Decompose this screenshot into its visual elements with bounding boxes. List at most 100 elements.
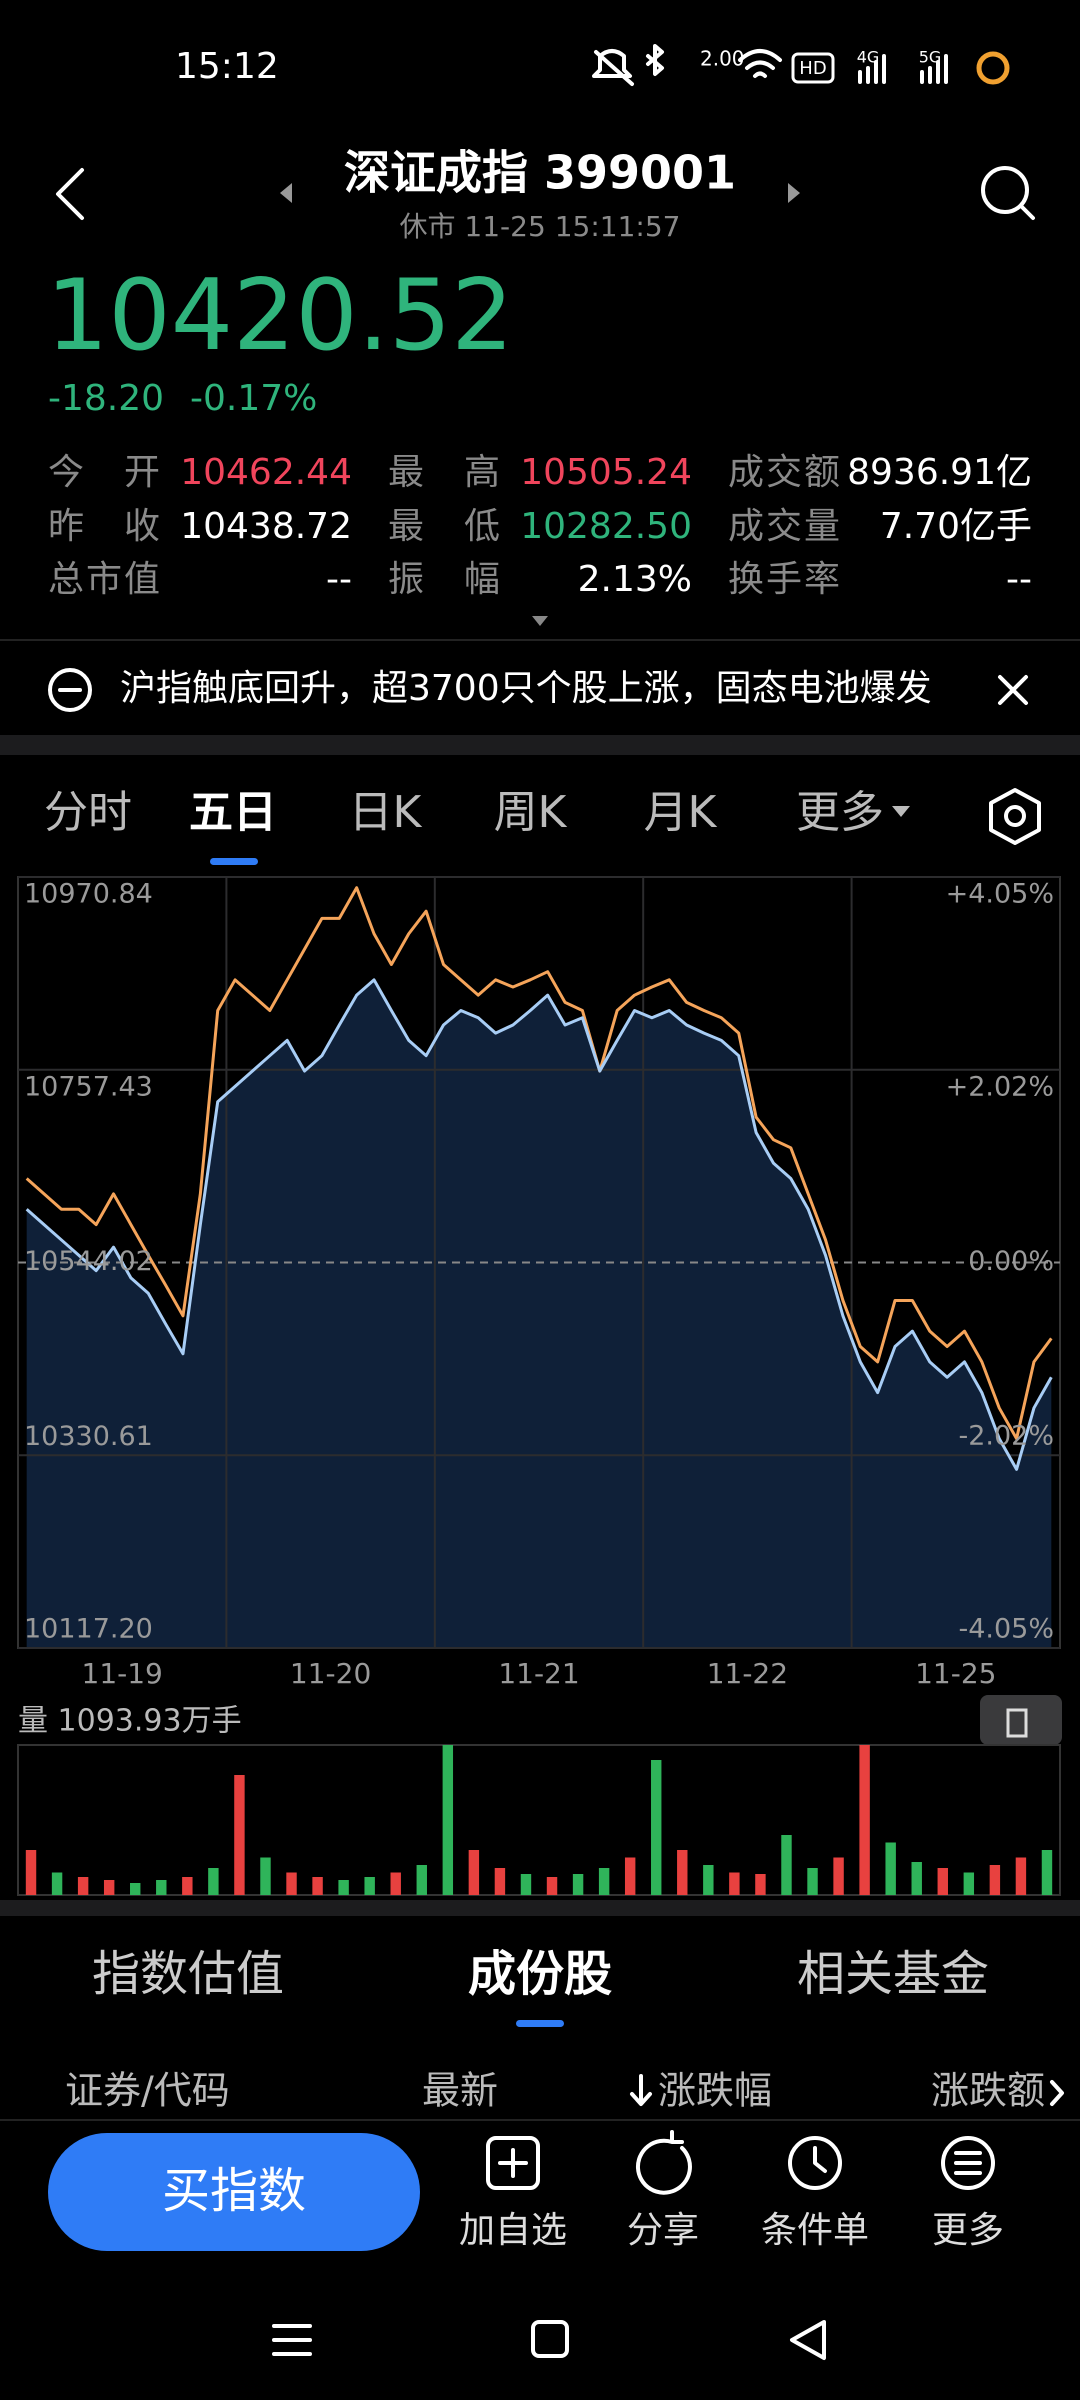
wifi-icon	[738, 49, 782, 78]
volume-bar	[103, 1880, 115, 1895]
chart-tab[interactable]: 月K	[644, 787, 718, 838]
section-tab[interactable]: 成份股	[468, 1946, 612, 2002]
nav-home[interactable]	[531, 2320, 569, 2358]
action-label: 分享	[627, 2210, 699, 2251]
stat-label: 成交量	[728, 506, 840, 547]
price: 10420.52	[46, 259, 514, 373]
order-icon[interactable]	[788, 2136, 842, 2190]
volume-bar	[286, 1872, 297, 1895]
stat-value: 2.13%	[578, 559, 692, 600]
volume-bar	[494, 1868, 506, 1895]
volume-bar	[911, 1862, 922, 1895]
news-text[interactable]: 沪指触底回升，超3700只个股上涨，固态电池爆发	[120, 668, 932, 709]
volume-bar	[1015, 1857, 1027, 1895]
volume-bar	[468, 1850, 480, 1895]
volume-bar	[312, 1877, 323, 1895]
volume-toggle[interactable]	[980, 1695, 1062, 1745]
stat-label: 成交额	[728, 452, 840, 493]
price-area	[26, 979, 1052, 1648]
volume-bar	[833, 1857, 844, 1895]
volume-bar	[77, 1877, 89, 1895]
y-tick-label: 10970.84	[24, 879, 153, 910]
volume-bar	[338, 1880, 349, 1895]
volume-bar	[182, 1877, 193, 1895]
y2-tick-label: +4.05%	[946, 879, 1054, 910]
signal-icons	[858, 54, 948, 84]
volume-bar	[651, 1760, 662, 1895]
y2-tick-label: -2.02%	[958, 1420, 1054, 1451]
volume-bar	[624, 1857, 636, 1895]
y-tick-label: 10544.02	[24, 1246, 153, 1277]
volume-bar	[156, 1880, 167, 1895]
volume-bar	[234, 1775, 245, 1895]
volume-frame	[17, 1744, 1061, 1896]
chart-tab[interactable]: 五日	[189, 787, 277, 838]
watch-icon[interactable]	[486, 2136, 540, 2190]
volume-bar	[364, 1877, 375, 1895]
nav-back[interactable]	[790, 2320, 826, 2360]
section-gap	[0, 1900, 1080, 1916]
y-tick-label: 10757.43	[24, 1071, 153, 1102]
chart-tab[interactable]: 日K	[349, 787, 423, 838]
volume-bar	[598, 1868, 610, 1895]
volume-toggle-icon	[1006, 1708, 1028, 1738]
volume-bar	[937, 1868, 948, 1895]
status-4g: 4G	[857, 48, 880, 67]
chart-tab[interactable]: 分时	[44, 787, 132, 838]
watch-plus	[498, 2148, 528, 2178]
section-tab[interactable]: 相关基金	[797, 1946, 989, 2002]
stock-subtitle: 休市 11-25 15:11:57	[400, 210, 681, 243]
volume-bar	[520, 1874, 532, 1895]
stock-title: 深证成指 399001	[344, 146, 736, 200]
volume-bar	[989, 1865, 1001, 1895]
chart-settings[interactable]	[989, 788, 1041, 845]
y-tick-label: 10117.20	[24, 1614, 153, 1645]
x-tick-label: 11-19	[82, 1657, 163, 1690]
search-button[interactable]	[981, 166, 1029, 214]
stat-value: 10438.72	[180, 506, 352, 547]
change: -18.20	[48, 378, 164, 419]
y2-tick-label: +2.02%	[946, 1072, 1054, 1103]
volume-bar	[51, 1872, 63, 1895]
section-gap	[0, 735, 1080, 755]
volume-bar	[1041, 1850, 1053, 1895]
stat-label: 换手率	[728, 559, 840, 600]
volume-bar	[755, 1874, 766, 1895]
more-icon[interactable]	[941, 2136, 995, 2190]
section-tab[interactable]: 指数估值	[92, 1946, 284, 2002]
status-time: 15:12	[175, 46, 279, 87]
x-tick-label: 11-22	[707, 1657, 788, 1690]
share-icon[interactable]	[636, 2130, 692, 2195]
buy-button[interactable]	[48, 2133, 420, 2251]
table-header[interactable]: 涨跌幅	[658, 2069, 772, 2113]
table-header[interactable]: 涨跌额	[931, 2069, 1045, 2113]
news-close[interactable]	[998, 675, 1028, 705]
chart-tab[interactable]: 更多	[796, 787, 884, 838]
battery-icon	[976, 51, 1010, 85]
volume-bar	[546, 1877, 558, 1895]
prev-arrow[interactable]	[280, 183, 292, 203]
news-icon	[48, 668, 92, 712]
next-arrow[interactable]	[788, 183, 800, 203]
price-line	[25, 886, 1053, 1441]
back-button[interactable]	[56, 168, 84, 220]
volume-bar	[390, 1872, 401, 1895]
action-label: 条件单	[761, 2210, 869, 2251]
search-handle	[1019, 204, 1035, 220]
chart-tab[interactable]: 周K	[494, 787, 568, 838]
nav-menu[interactable]	[272, 2324, 312, 2356]
volume-bar	[781, 1835, 792, 1895]
table-header[interactable]: 最新	[422, 2069, 498, 2113]
volume-bar	[25, 1850, 37, 1895]
table-header[interactable]: 证券/代码	[65, 2069, 230, 2113]
hd-icon	[791, 52, 835, 84]
volume-bar	[963, 1872, 975, 1895]
y2-tick-label: -4.05%	[958, 1614, 1054, 1645]
column-chevron[interactable]	[1050, 2080, 1064, 2106]
expand-caret[interactable]	[532, 616, 548, 626]
stat-value: 10505.24	[520, 452, 692, 493]
stat-value: --	[1006, 559, 1032, 600]
chart-settings-dot	[1004, 805, 1026, 827]
